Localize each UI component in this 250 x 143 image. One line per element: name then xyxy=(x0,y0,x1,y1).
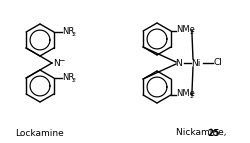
Text: −: − xyxy=(58,56,65,65)
Text: 2: 2 xyxy=(189,94,193,99)
Text: Ni: Ni xyxy=(191,58,201,67)
Text: N: N xyxy=(53,58,60,67)
Text: N: N xyxy=(176,58,182,67)
Text: NMe: NMe xyxy=(176,90,195,99)
Text: 2: 2 xyxy=(72,78,76,83)
Text: Nickamine,: Nickamine, xyxy=(176,129,230,138)
Text: 2: 2 xyxy=(189,30,193,35)
Text: NR: NR xyxy=(62,73,74,82)
Text: 25: 25 xyxy=(207,129,220,138)
Text: Cl: Cl xyxy=(214,58,223,67)
Text: NMe: NMe xyxy=(176,25,195,34)
Text: 2: 2 xyxy=(72,31,76,36)
Text: Lockamine: Lockamine xyxy=(16,129,64,138)
Text: NR: NR xyxy=(62,27,74,36)
